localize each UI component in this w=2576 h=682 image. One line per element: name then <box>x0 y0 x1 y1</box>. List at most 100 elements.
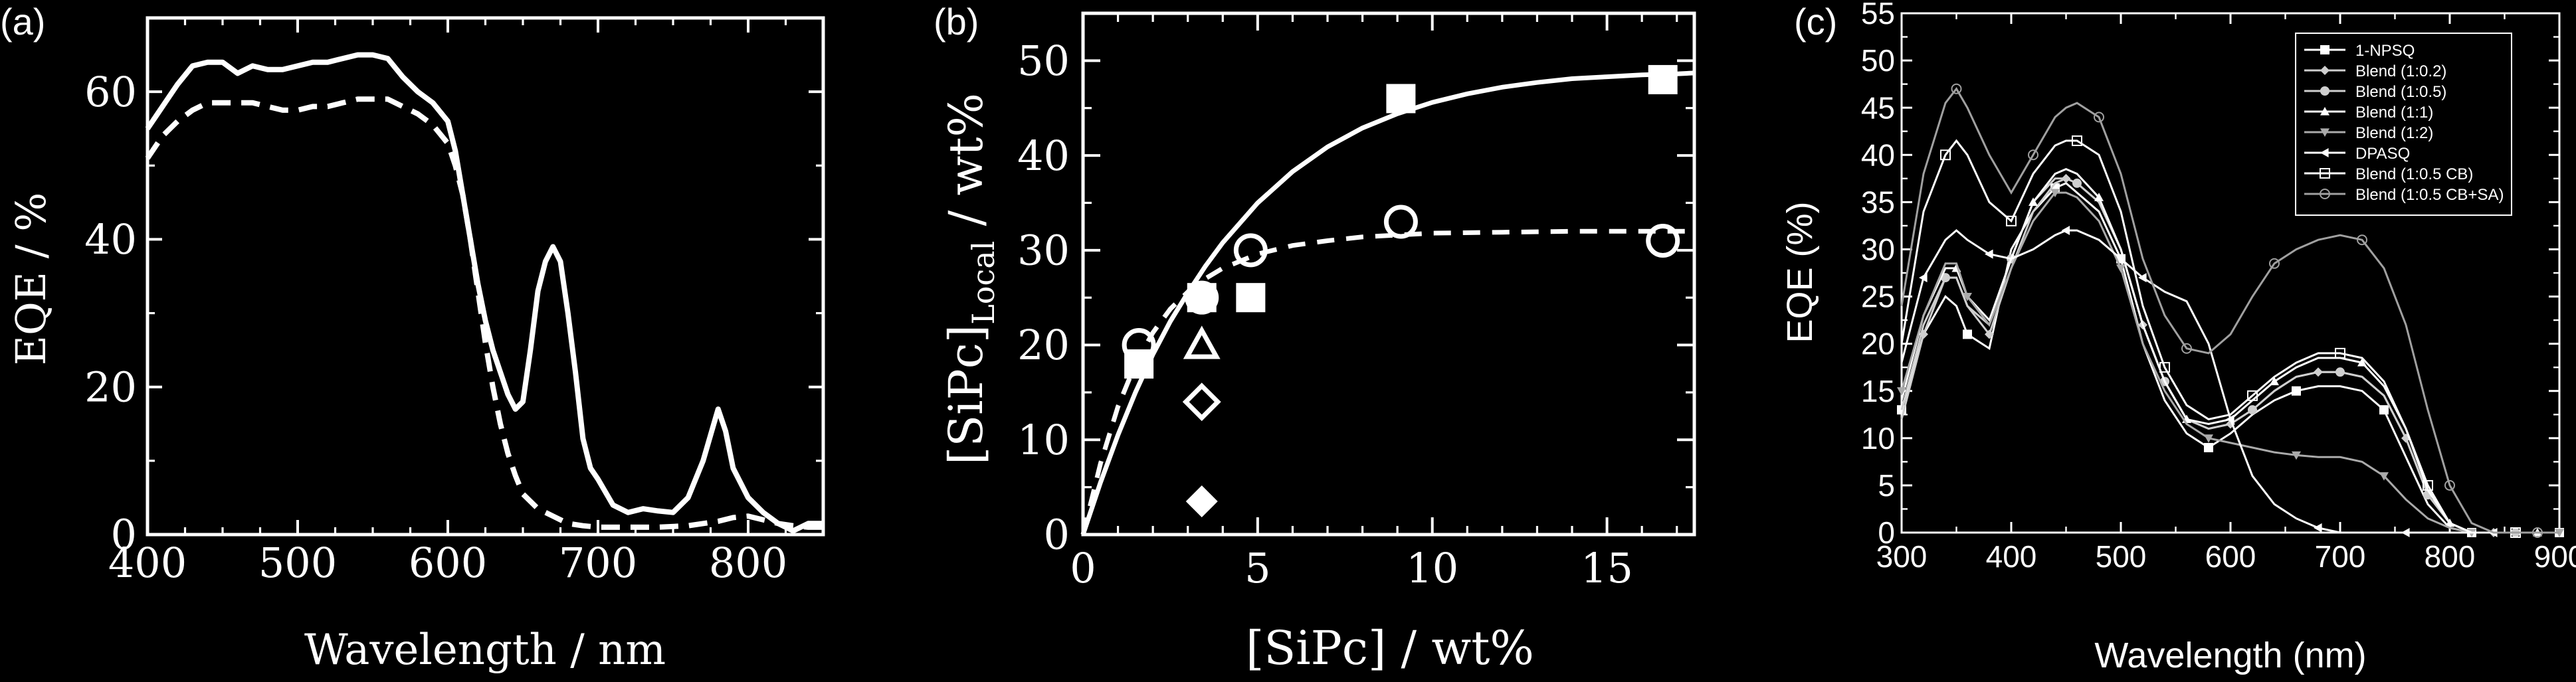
panel-c-marker-open-circle <box>2181 343 2192 354</box>
panel-a-y-axis-label: EQE / % <box>7 193 55 366</box>
panel-c-marker-open-square <box>2072 135 2082 146</box>
panel-c-tick-labels: 300 400 500 600 700 800 900 0 5 10 15 20 25 30 35 40 45 5… <box>1861 0 2576 574</box>
panel-a-x-tick-label: 500 <box>258 539 337 587</box>
panel-a-x-tick-label: 400 <box>108 539 187 587</box>
panel-c-legend-marker-filled-circle <box>2320 86 2329 96</box>
panel-c-marker-filled-down-triangle <box>2292 451 2301 460</box>
panel-c-legend-box <box>2295 33 2512 216</box>
panel-b-plot-frame <box>1081 11 1696 537</box>
panel-c-marker-open-circle <box>2357 234 2367 246</box>
panel-c-legend-label: Blend (1:0.5) <box>2355 83 2446 101</box>
panel-a-tick-labels: 400 500 600 700 800 0 20 40 60 <box>84 68 787 587</box>
panel-a-x-tick-label: 800 <box>709 539 787 587</box>
panel-b-y-tick-label: 10 <box>1017 416 1070 464</box>
panel-c-marker-filled-square <box>2204 443 2213 453</box>
panel-c-y-tick-label: 50 <box>1861 43 1895 78</box>
panel-a-y-tick-label: 20 <box>84 363 137 411</box>
panel-b-y-tick-label: 30 <box>1017 226 1070 275</box>
panel-c-y-tick-label: 15 <box>1861 374 1895 408</box>
panel-c-y-tick-label: 45 <box>1861 90 1895 125</box>
panel-c-legend-marker-filled-diamond <box>2320 66 2329 75</box>
panel-c-legend-marker-open-circle <box>2320 189 2330 199</box>
panel-c-x-tick-label: 600 <box>2205 539 2256 574</box>
panel-c-series-line-5 <box>1900 229 2559 534</box>
panel-c-legend-marker-left-triangle <box>2320 148 2329 157</box>
panel-b-marker-open-circle <box>1646 224 1680 258</box>
panel-b-y-axis-label-subscript: Local <box>965 241 1001 325</box>
panel-c-series-line-7 <box>1900 87 2559 534</box>
panel-b-marker-open-circle <box>1383 205 1418 239</box>
panel-c-y-tick-label: 20 <box>1861 327 1895 361</box>
panel-b-x-tick-label: 10 <box>1406 544 1458 592</box>
panel-c-y-axis-label: EQE (%) <box>1780 201 1820 343</box>
panel-c-marker-left-triangle <box>2226 414 2234 424</box>
panel-c-legend-label: Blend (1:2) <box>2355 124 2433 142</box>
panel-c-x-tick-label: 800 <box>2425 539 2476 574</box>
panel-label-b: (b) <box>934 1 979 43</box>
panel-c-series-line-6 <box>1900 139 2559 534</box>
panel-a-chart: 400 500 600 700 800 0 20 40 60 Wavelength / nm E… <box>7 16 825 675</box>
panel-c-y-tick-label: 10 <box>1861 421 1895 456</box>
panel-a-series <box>145 52 823 534</box>
panel-b-x-tick-label: 0 <box>1070 544 1096 592</box>
panel-b-y-tick-label: 0 <box>1044 511 1070 559</box>
panel-c-y-tick-label: 40 <box>1861 137 1895 172</box>
panel-c-marker-left-triangle <box>1919 273 1928 283</box>
panel-c-marker-filled-circle <box>2248 405 2257 415</box>
panel-c-marker-filled-down-triangle <box>1897 387 1906 396</box>
panel-c-marker-filled-down-triangle <box>2116 264 2126 273</box>
panel-c-marker-left-triangle <box>2401 528 2410 537</box>
panel-c-marker-open-circle <box>2532 527 2543 538</box>
panel-c-x-tick-label: 900 <box>2534 539 2576 574</box>
panel-c-legend-label: DPASQ <box>2355 145 2410 163</box>
panel-a-x-tick-label: 600 <box>409 539 487 587</box>
panel-c-marker-filled-down-triangle <box>2204 434 2213 443</box>
panel-b-marker-open-circle <box>1233 233 1268 268</box>
panel-c-marker-open-square <box>2247 390 2258 401</box>
panel-c-legend-label: 1-NPSQ <box>2355 42 2415 60</box>
panel-b-y-axis-label-tail: / wt% <box>939 93 993 241</box>
panel-c-series <box>1897 83 2564 538</box>
panel-a-x-axis-label: Wavelength / nm <box>304 626 666 675</box>
panel-b-y-axis-label: [SiPc]Local / wt% <box>939 93 1001 465</box>
panel-c-legend-label: Blend (1:0.2) <box>2355 62 2446 80</box>
panel-c-marker-filled-square <box>2292 386 2301 396</box>
panel-c-marker-filled-triangle <box>2357 358 2367 367</box>
panel-c-legend: 1-NPSQ Blend (1:0.2) Blend (1:0.5) Blend (1… <box>2295 33 2512 216</box>
panel-b-ticks <box>1082 12 1694 536</box>
panel-b-marker-filled-square <box>1648 64 1678 94</box>
panel-b-chart: 0 5 10 15 0 10 20 30 40 50 [SiPc] / wt% [SiPc]Loc… <box>939 11 1696 675</box>
panel-c-x-tick-label: 400 <box>1986 539 2037 574</box>
panel-c-marker-open-circle <box>2444 479 2455 491</box>
panel-a-y-tick-label: 40 <box>84 215 137 264</box>
panel-b-x-axis-label: [SiPc] / wt% <box>1246 621 1534 675</box>
panel-a-series-line-solid <box>145 52 823 534</box>
panel-c-marker-left-triangle <box>2314 523 2322 533</box>
panel-b-marker-filled-diamond <box>1185 485 1218 518</box>
panel-c-legend-marker-filled-square <box>2320 45 2329 54</box>
panel-c-marker-open-square <box>1940 149 1951 161</box>
panel-c-marker-filled-square <box>2379 405 2389 415</box>
panel-a-y-tick-label: 0 <box>111 511 137 559</box>
panel-label-a: (a) <box>0 1 45 43</box>
panel-b-x-tick-label: 5 <box>1244 544 1270 592</box>
panel-b-y-tick-label: 40 <box>1017 131 1070 180</box>
panel-c-y-tick-label: 30 <box>1861 232 1895 267</box>
panel-c-legend-label: Blend (1:0.5 CB) <box>2355 165 2473 183</box>
panel-b-markers <box>1122 64 1680 518</box>
panel-c-legend-label: Blend (1:0.5 CB+SA) <box>2355 186 2504 204</box>
panel-c-marker-open-circle <box>1951 83 1962 94</box>
panel-c-x-tick-label: 300 <box>1876 539 1928 574</box>
panel-c-y-tick-label: 5 <box>1878 468 1895 503</box>
panel-c-legend-marker-filled-triangle <box>2320 107 2329 116</box>
panel-c-marker-filled-circle <box>2072 178 2082 188</box>
panel-b-marker-open-circle <box>1185 280 1219 315</box>
panel-c-legend-marker-open-square <box>2320 168 2330 179</box>
panel-c-marker-open-square <box>2335 347 2345 359</box>
panel-b-tick-labels: 0 5 10 15 0 10 20 30 40 50 <box>1017 37 1633 592</box>
panel-c-marker-filled-triangle <box>2029 197 2038 206</box>
panel-c-chart: 300 400 500 600 700 800 900 0 5 10 15 20 25 30 35 40 45 5… <box>1780 0 2576 675</box>
panel-c-x-tick-label: 500 <box>2096 539 2147 574</box>
panel-c-y-tick-label: 55 <box>1861 0 1895 31</box>
